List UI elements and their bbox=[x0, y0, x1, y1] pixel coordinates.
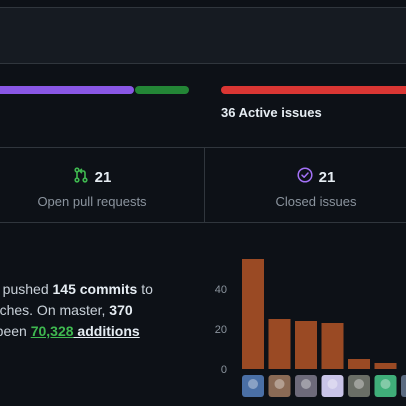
avatar-head-icon bbox=[301, 379, 311, 389]
contributor-bar[interactable] bbox=[242, 259, 264, 369]
summary-text: ve pushed bbox=[0, 281, 49, 297]
open-pull-requests-label: Open pull requests bbox=[37, 194, 147, 209]
avatar-head-icon bbox=[248, 379, 258, 389]
pr-merged-progress bbox=[0, 86, 134, 94]
active-issues-summary[interactable]: 36 Active issues bbox=[221, 105, 322, 120]
pr-open-progress bbox=[135, 86, 189, 94]
contributor-avatar[interactable] bbox=[401, 375, 406, 397]
commit-count: 145 commits bbox=[52, 281, 138, 297]
contributor-avatar[interactable] bbox=[321, 375, 344, 397]
additions-count[interactable]: 70,328 bbox=[30, 323, 74, 339]
contributor-bar[interactable] bbox=[374, 363, 397, 369]
contributor-avatar[interactable] bbox=[242, 375, 264, 397]
summary-text: to bbox=[137, 281, 153, 297]
divider bbox=[0, 222, 406, 223]
overview-header bbox=[0, 7, 406, 63]
file-count: 370 bbox=[109, 302, 133, 318]
contributor-avatar[interactable] bbox=[268, 375, 291, 397]
y-tick-label: 40 bbox=[215, 284, 227, 296]
contributor-bar[interactable] bbox=[268, 319, 291, 369]
avatar-head-icon bbox=[327, 379, 338, 389]
closed-issues-label: Closed issues bbox=[275, 194, 357, 209]
y-tick-label: 0 bbox=[221, 364, 227, 376]
avatar-head-icon bbox=[354, 379, 364, 389]
git-pull-request-icon bbox=[73, 167, 89, 187]
avatar-head-icon bbox=[274, 379, 285, 389]
open-pull-requests-stat[interactable]: 21 Open pull requests bbox=[0, 167, 184, 209]
divider bbox=[0, 7, 406, 8]
contributor-avatar[interactable] bbox=[295, 375, 317, 397]
open-pull-requests-count: 21 bbox=[94, 168, 112, 186]
closed-issues-stat[interactable]: 21 Closed issues bbox=[226, 167, 406, 209]
divider bbox=[204, 147, 205, 222]
divider bbox=[0, 63, 406, 64]
commit-summary: ve pushed 145 commits to anches. On mast… bbox=[0, 279, 194, 342]
contributor-bar[interactable] bbox=[321, 323, 344, 369]
avatar-head-icon bbox=[380, 379, 391, 389]
contributor-bar[interactable] bbox=[295, 321, 317, 369]
summary-text: anches. On master, bbox=[0, 302, 106, 318]
summary-text: e been bbox=[0, 323, 27, 339]
check-circle-icon bbox=[297, 167, 313, 187]
contributor-avatar[interactable] bbox=[374, 375, 397, 397]
divider bbox=[0, 147, 406, 148]
y-tick-label: 20 bbox=[215, 324, 227, 336]
contributor-avatar[interactable] bbox=[348, 375, 370, 397]
additions-label[interactable]: additions bbox=[73, 323, 140, 339]
contributor-bar[interactable] bbox=[348, 359, 370, 369]
closed-issues-count: 21 bbox=[318, 168, 336, 186]
issues-progress bbox=[221, 86, 406, 94]
